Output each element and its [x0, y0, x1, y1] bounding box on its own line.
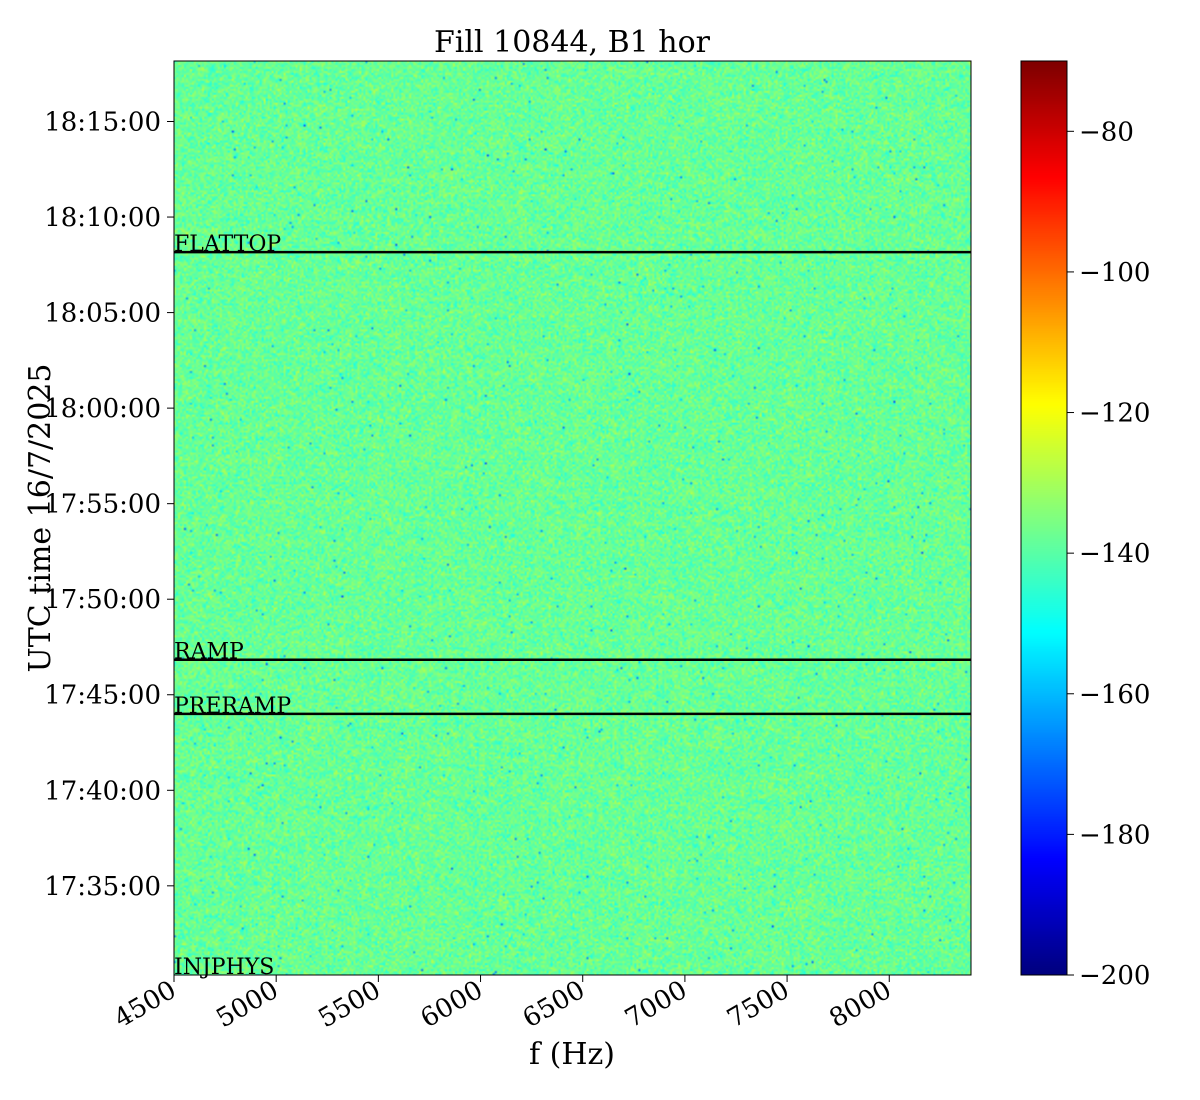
y-axis-label: UTC time 16/7/2025 — [23, 364, 58, 673]
chart-title: Fill 10844, B1 hor — [434, 25, 711, 60]
x-tick-label: 6000 — [416, 975, 488, 1034]
x-tick-label: 5500 — [314, 975, 386, 1034]
plot-area: FLATTOP RAMP PRERAMP INJPHYS — [173, 60, 972, 980]
x-tick-label: 8000 — [824, 975, 896, 1034]
x-tick-label: 7500 — [722, 975, 794, 1034]
x-tick-label: 5000 — [211, 975, 283, 1034]
colorbar-ticks: −80 −100 −120 −140 −160 −180 −200 — [1067, 117, 1150, 991]
x-tick-label: 7000 — [620, 975, 692, 1034]
y-tick-label: 17:35:00 — [44, 872, 161, 902]
y-tick-label: 17:55:00 — [44, 490, 161, 520]
colorbar-tick-label: −180 — [1079, 820, 1150, 850]
y-tick-label: 17:50:00 — [44, 585, 161, 615]
colorbar-tick-label: −140 — [1079, 539, 1150, 569]
y-tick-label: 18:00:00 — [44, 394, 161, 424]
x-axis-label: f (Hz) — [529, 1037, 615, 1072]
x-tick-label: 4500 — [109, 975, 181, 1034]
plot-frame — [173, 60, 972, 976]
phase-label-injphys: INJPHYS — [174, 955, 274, 980]
y-tick-label: 17:45:00 — [44, 681, 161, 711]
colorbar-frame — [1020, 60, 1068, 976]
y-tick-label: 18:10:00 — [44, 203, 161, 233]
y-tick-label: 18:05:00 — [44, 299, 161, 329]
colorbar-tick-label: −120 — [1079, 399, 1150, 429]
phase-label-preramp: PRERAMP — [174, 694, 291, 719]
colorbar-tick-label: −160 — [1079, 680, 1150, 710]
y-tick-label: 18:15:00 — [44, 108, 161, 138]
phase-label-ramp: RAMP — [174, 640, 244, 665]
x-axis: 4500 5000 5500 6000 6500 7000 7500 8000 — [109, 975, 897, 1034]
colorbar: −80 −100 −120 −140 −160 −180 −200 — [1020, 60, 1150, 991]
phase-lines: FLATTOP RAMP PRERAMP INJPHYS — [174, 232, 971, 980]
colorbar-tick-label: −200 — [1079, 961, 1150, 991]
colorbar-tick-label: −100 — [1079, 258, 1150, 288]
heatmap-image — [174, 61, 971, 975]
phase-label-flattop: FLATTOP — [174, 232, 281, 257]
colorbar-tick-label: −80 — [1079, 117, 1134, 147]
x-tick-label: 6500 — [518, 975, 590, 1034]
y-axis: 17:35:00 17:40:00 17:45:00 17:50:00 17:55:00… — [44, 108, 174, 902]
y-tick-label: 17:40:00 — [44, 776, 161, 806]
colorbar-gradient — [1021, 61, 1067, 975]
